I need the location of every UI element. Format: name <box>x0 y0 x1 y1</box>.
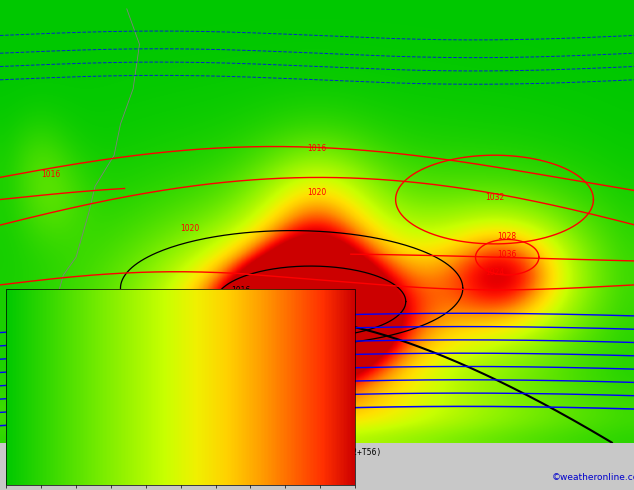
Text: 1032: 1032 <box>485 193 504 201</box>
Text: 1013: 1013 <box>303 293 325 301</box>
Text: 1004: 1004 <box>309 321 327 327</box>
Text: 996: 996 <box>312 347 324 354</box>
Text: 984: 984 <box>312 388 325 393</box>
Text: 1012: 1012 <box>297 329 318 338</box>
Text: 1008: 1008 <box>309 308 327 314</box>
Text: 1016: 1016 <box>41 171 60 179</box>
Text: Surface pressure Spread mean+σ [hPa] ECMWF   Sa 01-06-2024 00:00 UTC (12+T56): Surface pressure Spread mean+σ [hPa] ECM… <box>6 448 382 457</box>
Text: 1020: 1020 <box>181 223 200 233</box>
Text: ©weatheronline.co.uk: ©weatheronline.co.uk <box>552 473 634 482</box>
Text: 980: 980 <box>312 401 325 407</box>
Text: 988: 988 <box>312 374 325 380</box>
Text: 992: 992 <box>312 361 324 367</box>
Text: 1024: 1024 <box>485 268 504 277</box>
Text: 1036: 1036 <box>498 250 517 259</box>
Text: 1000: 1000 <box>309 334 327 340</box>
Text: 1016: 1016 <box>307 144 327 153</box>
Text: 1028: 1028 <box>498 232 517 242</box>
Text: 1020: 1020 <box>307 188 327 197</box>
Text: 1016: 1016 <box>231 286 250 294</box>
